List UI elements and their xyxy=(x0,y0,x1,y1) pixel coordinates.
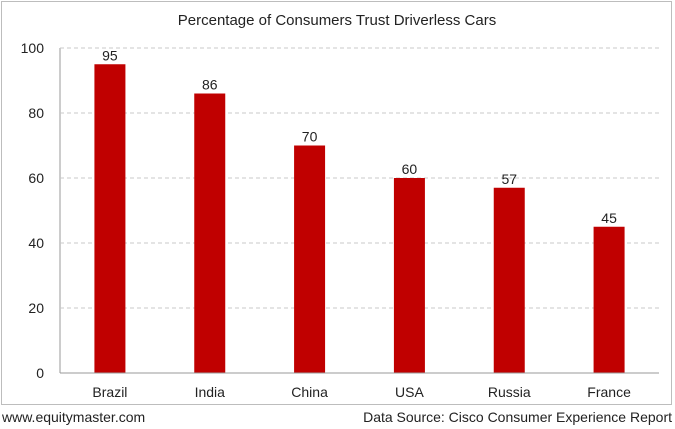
bar xyxy=(493,187,525,373)
x-tick-label: France xyxy=(587,384,631,400)
x-tick-label: Russia xyxy=(488,384,531,400)
y-tick-label: 20 xyxy=(28,300,44,316)
bar xyxy=(593,226,625,373)
bar xyxy=(393,178,425,373)
bar-chart: Percentage of Consumers Trust Driverless… xyxy=(21,12,659,400)
x-tick-label: USA xyxy=(395,384,424,400)
website-credit: www.equitymaster.com xyxy=(2,409,146,425)
y-tick-label: 100 xyxy=(21,40,45,56)
chart-title: Percentage of Consumers Trust Driverless… xyxy=(178,12,496,29)
data-label: 95 xyxy=(102,47,118,63)
data-label: 86 xyxy=(202,77,218,93)
y-tick-label: 60 xyxy=(28,170,44,186)
x-tick-label: India xyxy=(195,384,226,400)
data-label: 57 xyxy=(501,171,517,187)
x-tick-label: China xyxy=(291,384,328,400)
x-tick-label: Brazil xyxy=(92,384,127,400)
data-label: 45 xyxy=(601,210,617,226)
bar xyxy=(94,64,126,373)
bar xyxy=(294,145,326,373)
y-tick-label: 0 xyxy=(36,365,44,381)
bar xyxy=(194,93,226,373)
data-label: 60 xyxy=(402,161,418,177)
data-label: 70 xyxy=(302,129,318,145)
data-source-note: Data Source: Cisco Consumer Experience R… xyxy=(363,409,672,425)
y-tick-label: 80 xyxy=(28,105,44,121)
y-tick-label: 40 xyxy=(28,235,44,251)
